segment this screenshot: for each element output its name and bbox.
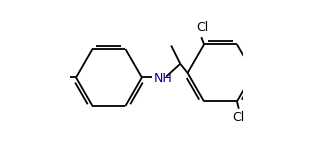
Text: NH: NH bbox=[153, 72, 172, 85]
Text: Cl: Cl bbox=[196, 21, 208, 34]
Text: Cl: Cl bbox=[233, 111, 245, 124]
